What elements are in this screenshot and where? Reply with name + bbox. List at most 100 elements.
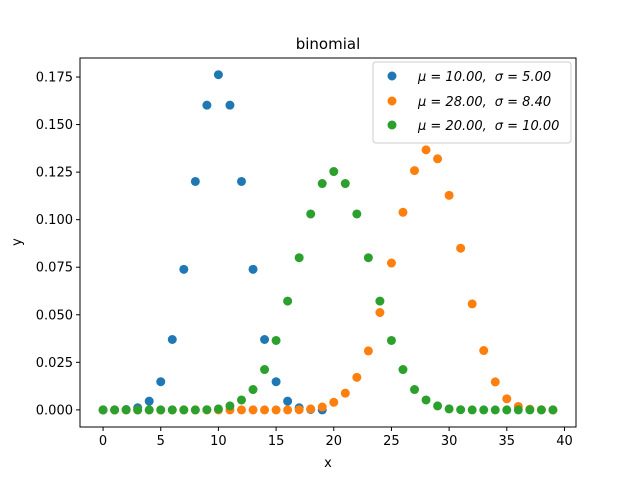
- data-point-series-3: [283, 296, 293, 306]
- data-point-series-1: [202, 100, 212, 110]
- data-point-series-3: [398, 365, 408, 375]
- data-point-series-2: [444, 190, 454, 200]
- x-tick-label: 10: [210, 434, 227, 449]
- data-point-series-3: [225, 401, 235, 411]
- data-point-series-3: [525, 405, 535, 415]
- axes-frame: [79, 57, 577, 428]
- data-point-series-1: [190, 176, 200, 186]
- y-tick-label: 0.100: [36, 213, 73, 228]
- legend-marker-series-2: [387, 96, 397, 106]
- data-point-series-3: [410, 385, 420, 395]
- data-point-series-3: [248, 385, 258, 395]
- data-point-series-3: [375, 296, 385, 306]
- data-point-series-1: [179, 264, 189, 274]
- legend-entry: μ = 10.00, σ = 5.00: [387, 70, 551, 85]
- x-tick-label: 35: [499, 434, 516, 449]
- data-points: [98, 70, 558, 415]
- data-point-series-3: [467, 405, 477, 415]
- data-point-series-3: [433, 401, 443, 411]
- data-point-series-2: [386, 258, 396, 268]
- data-point-series-2: [410, 166, 420, 176]
- data-point-series-2: [467, 299, 477, 309]
- data-point-series-3: [548, 405, 558, 415]
- data-point-series-2: [283, 405, 293, 415]
- data-point-series-2: [329, 397, 339, 407]
- data-point-series-3: [444, 404, 454, 414]
- y-axis-ticks: 0.000 0.025 0.050 0.075 0.100 0.125 0.150 0.175: [36, 71, 80, 418]
- data-point-series-3: [363, 253, 373, 263]
- data-point-series-3: [98, 405, 108, 415]
- data-point-series-2: [260, 405, 270, 415]
- legend-entry: μ = 20.00, σ = 10.00: [387, 119, 559, 134]
- data-point-series-1: [260, 335, 270, 345]
- data-point-series-1: [225, 100, 235, 110]
- data-point-series-2: [433, 154, 443, 164]
- y-tick-label: 0.125: [36, 166, 73, 181]
- x-axis-ticks: 0 5 10 15 20 25 30 35 40: [99, 427, 573, 449]
- data-point-series-3: [329, 167, 339, 177]
- x-tick-label: 15: [268, 434, 285, 449]
- y-tick-label: 0.175: [36, 71, 73, 86]
- y-axis-label: y: [10, 238, 25, 246]
- data-point-series-1: [248, 264, 258, 274]
- x-tick-label: 0: [99, 434, 107, 449]
- y-tick-label: 0.025: [36, 356, 73, 371]
- data-point-series-3: [490, 405, 500, 415]
- data-point-series-3: [213, 404, 223, 414]
- x-tick-label: 25: [383, 434, 400, 449]
- data-point-series-1: [236, 176, 246, 186]
- legend-marker-series-1: [387, 71, 397, 81]
- data-point-series-3: [271, 335, 281, 345]
- legend: μ = 10.00, σ = 5.00 μ = 28.00, σ = 8.40 μ …: [372, 61, 572, 144]
- chart-title: binomial: [296, 35, 361, 53]
- data-point-series-2: [363, 346, 373, 356]
- data-point-series-1: [167, 335, 177, 345]
- data-point-series-2: [306, 404, 316, 414]
- data-point-series-3: [386, 335, 396, 345]
- y-tick-label: 0.075: [36, 261, 73, 276]
- data-point-series-3: [144, 405, 154, 415]
- plot-area: [79, 57, 577, 428]
- data-point-series-2: [479, 346, 489, 356]
- legend-entry: μ = 28.00, σ = 8.40: [387, 95, 551, 110]
- legend-marker-series-3: [387, 120, 397, 130]
- data-point-series-3: [456, 405, 466, 415]
- data-point-series-3: [190, 405, 200, 415]
- data-point-series-3: [479, 405, 489, 415]
- x-tick-label: 5: [157, 434, 165, 449]
- data-point-series-3: [202, 405, 212, 415]
- data-point-series-3: [121, 405, 131, 415]
- x-tick-label: 40: [556, 434, 573, 449]
- data-point-series-2: [421, 145, 431, 155]
- data-point-series-1: [283, 396, 293, 406]
- legend-label-series-1: μ = 10.00, σ = 5.00: [417, 70, 551, 85]
- data-point-series-2: [294, 405, 304, 415]
- x-axis-label: x: [324, 456, 332, 471]
- data-point-series-2: [271, 405, 281, 415]
- data-point-series-2: [502, 394, 512, 404]
- data-point-series-2: [352, 372, 362, 382]
- data-point-series-3: [306, 209, 316, 219]
- data-point-series-2: [490, 377, 500, 387]
- data-point-series-3: [513, 405, 523, 415]
- data-point-series-2: [340, 388, 350, 398]
- data-point-series-2: [375, 307, 385, 317]
- data-point-series-2: [248, 405, 258, 415]
- data-point-series-3: [352, 209, 362, 219]
- data-point-series-3: [536, 405, 546, 415]
- data-point-series-2: [317, 402, 327, 412]
- data-point-series-2: [456, 243, 466, 253]
- data-point-series-2: [236, 405, 246, 415]
- data-point-series-3: [110, 405, 120, 415]
- legend-box: [372, 61, 572, 144]
- data-point-series-3: [340, 179, 350, 189]
- legend-label-series-3: μ = 20.00, σ = 10.00: [417, 119, 559, 134]
- x-tick-label: 30: [441, 434, 458, 449]
- data-point-series-2: [398, 207, 408, 217]
- data-point-series-3: [317, 179, 327, 189]
- data-point-series-1: [144, 396, 154, 406]
- y-tick-label: 0.150: [36, 118, 73, 133]
- data-point-series-3: [236, 395, 246, 405]
- data-point-series-1: [156, 377, 166, 387]
- y-tick-label: 0.000: [36, 403, 73, 418]
